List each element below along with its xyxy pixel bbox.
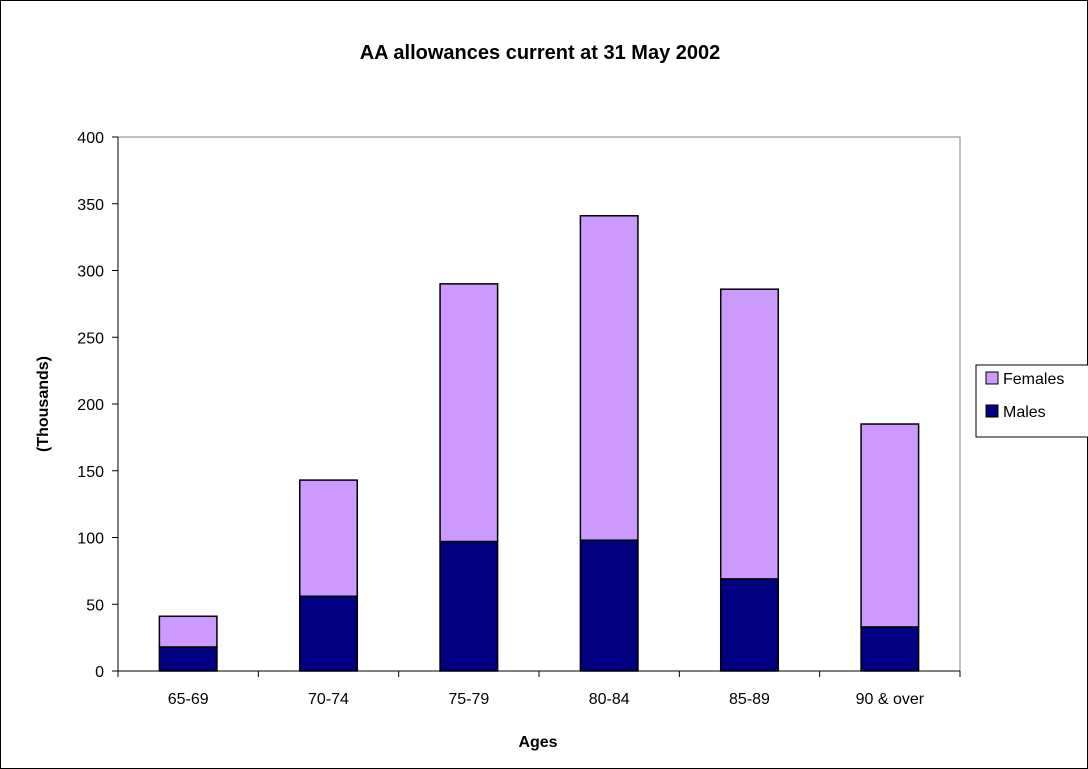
y-tick-label: 300 xyxy=(77,264,104,281)
x-tick-label: 90 & over xyxy=(856,691,925,708)
legend-label-females: Females xyxy=(1003,371,1064,388)
x-tick-label: 85-89 xyxy=(729,691,770,708)
bars-layer xyxy=(158,215,920,672)
y-tick-label: 100 xyxy=(77,531,104,548)
bar-females-75-79 xyxy=(439,283,499,543)
x-tick-label: 75-79 xyxy=(448,691,489,708)
bar-males-75-79 xyxy=(439,540,499,672)
bar-males-70-74 xyxy=(298,595,359,672)
bar-males-65-69 xyxy=(158,646,218,672)
x-tick-label: 65-69 xyxy=(168,691,209,708)
bar-males-90-over xyxy=(860,626,920,672)
y-tick-label: 150 xyxy=(77,464,104,481)
x-tick-label: 70-74 xyxy=(308,691,349,708)
legend-swatch-females xyxy=(985,371,999,385)
y-tick-label: 0 xyxy=(95,664,104,681)
y-axis-title: (Thousands) xyxy=(35,356,52,452)
bar-females-70-74 xyxy=(298,479,359,597)
bar-females-85-89 xyxy=(719,288,780,580)
x-ticks: 65-69 70-74 75-79 80-84 85-89 90 & over xyxy=(117,671,961,708)
x-tick-label: 80-84 xyxy=(589,691,630,708)
y-tick-label: 50 xyxy=(86,597,104,614)
bar-males-85-89 xyxy=(719,578,780,672)
y-tick-label: 250 xyxy=(77,330,104,347)
y-tick-label: 350 xyxy=(77,197,104,214)
bar-males-80-84 xyxy=(579,539,639,672)
y-tick-label: 200 xyxy=(77,397,104,414)
legend: Females Males xyxy=(975,364,1088,438)
bar-females-90-over xyxy=(860,423,920,628)
legend-swatch-males xyxy=(985,404,999,418)
bar-females-65-69 xyxy=(158,615,218,648)
bar-females-80-84 xyxy=(579,215,639,541)
y-ticks: 0 50 100 150 200 250 300 350 400 xyxy=(77,130,118,681)
legend-label-males: Males xyxy=(1003,404,1046,421)
x-axis-title: Ages xyxy=(518,734,557,751)
chart-title: AA allowances current at 31 May 2002 xyxy=(360,42,721,64)
y-tick-label: 400 xyxy=(77,130,104,147)
plot-area xyxy=(117,136,961,672)
